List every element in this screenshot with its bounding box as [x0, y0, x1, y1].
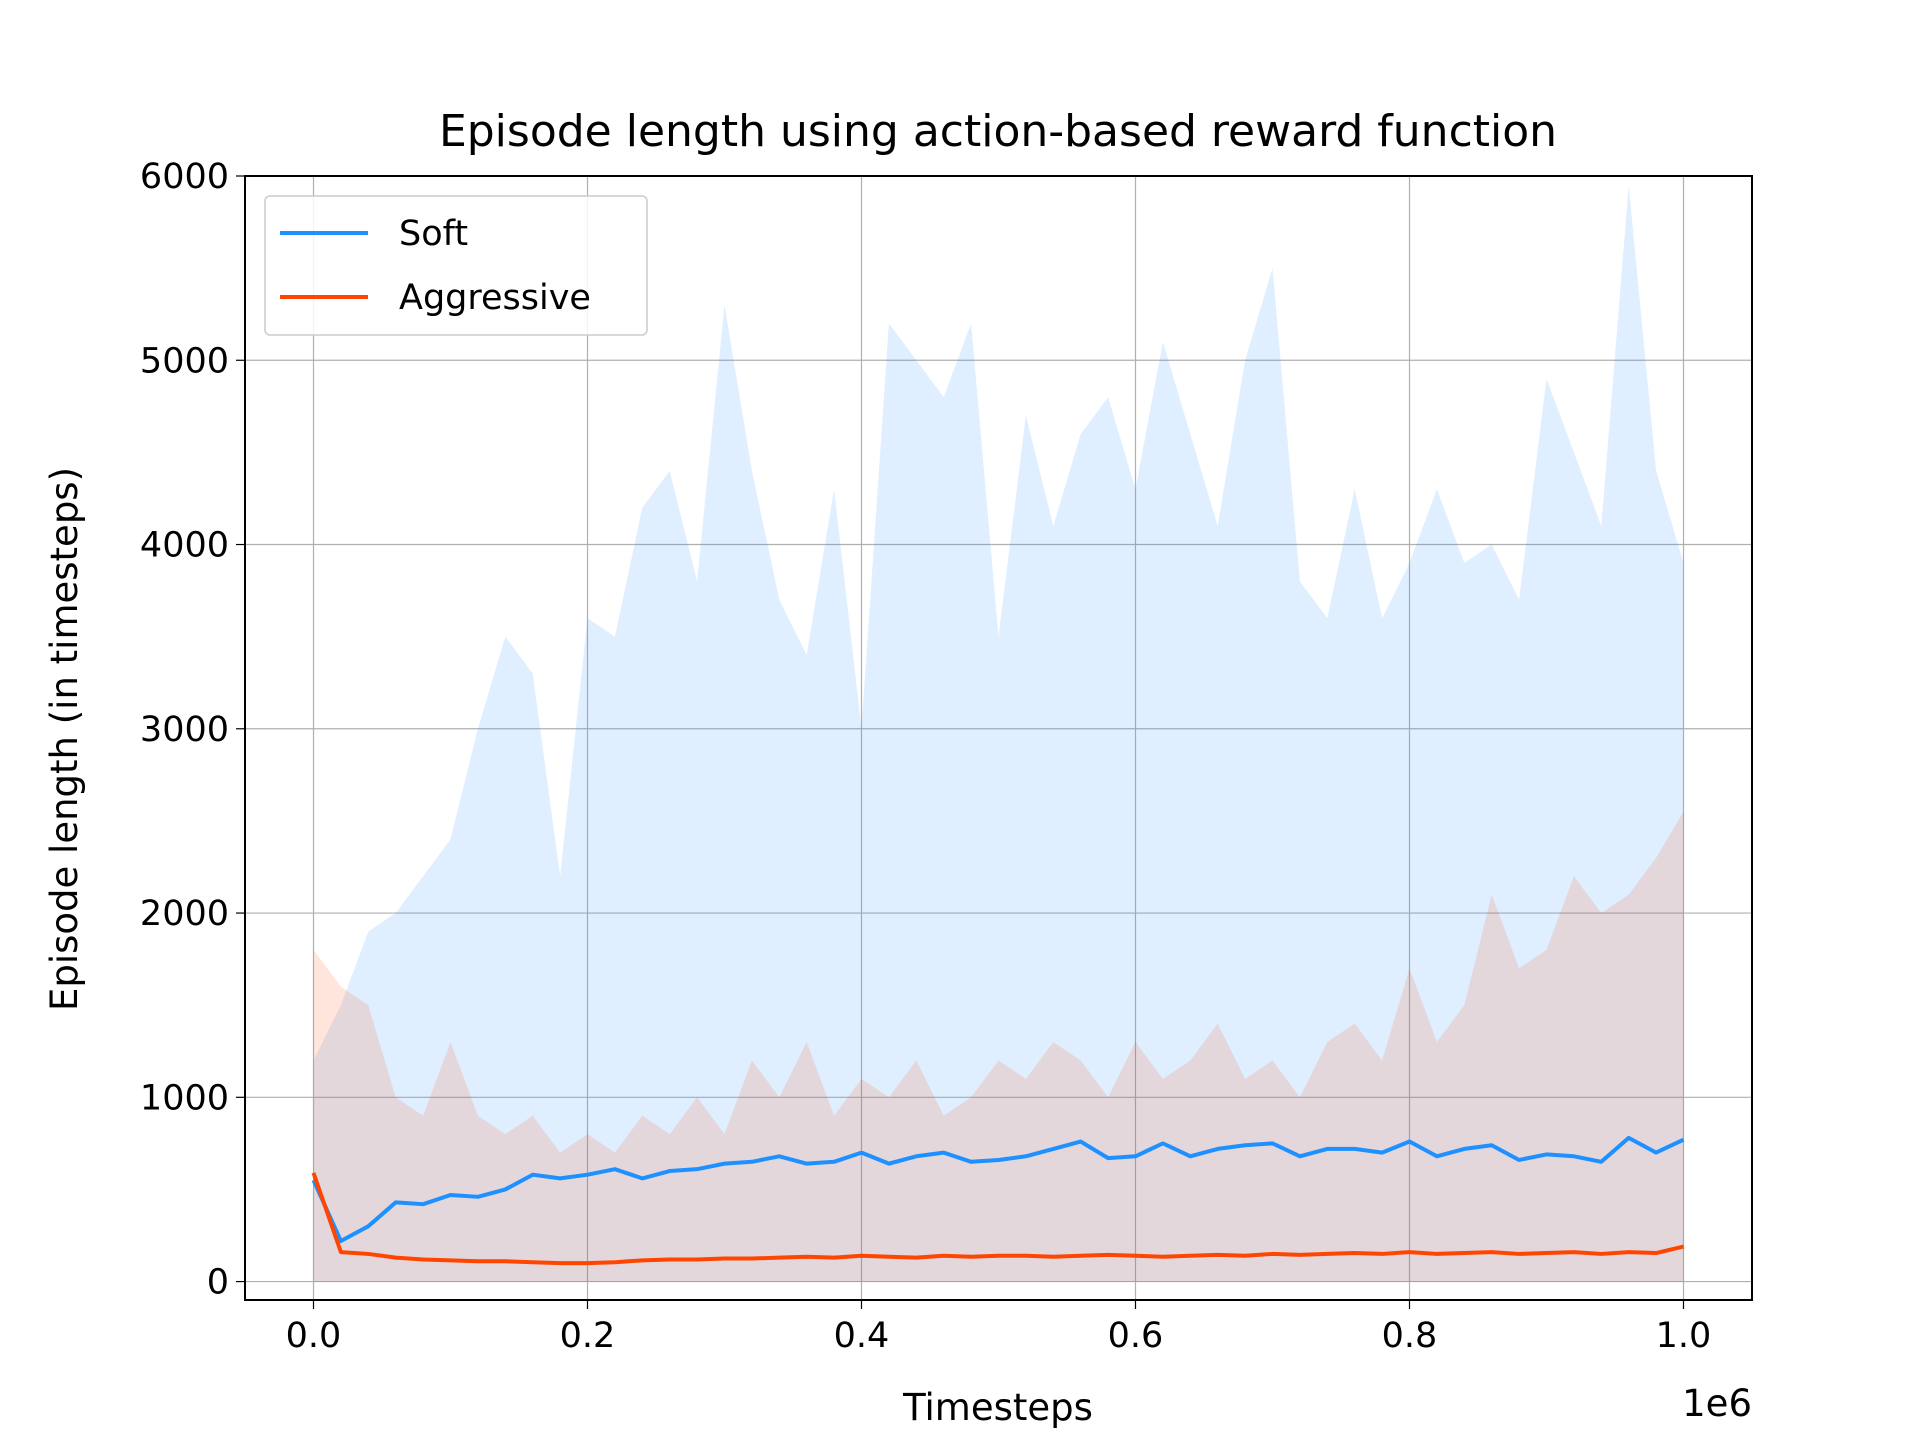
series-line: [311, 1135, 1685, 1244]
y-tick-label: 3000: [140, 710, 229, 750]
y-tick-label: 5000: [140, 341, 229, 381]
x-tick-label: 0.6: [1108, 1316, 1164, 1356]
y-axis-label: Episode length (in timesteps): [43, 467, 86, 1011]
y-tick-label: 6000: [140, 157, 229, 197]
x-tick-label: 1.0: [1656, 1316, 1712, 1356]
legend-label: Soft: [399, 214, 468, 254]
y-tick-label: 4000: [140, 526, 229, 566]
y-tick-label: 1000: [140, 1078, 229, 1118]
y-tick-label: 0: [207, 1263, 229, 1303]
x-tick-label: 0.2: [560, 1316, 616, 1356]
plot-frame: [244, 175, 1753, 1301]
x-tick-label: 0.0: [286, 1316, 342, 1356]
series-line: [311, 1172, 1684, 1266]
raw-band: [313, 185, 1684, 1282]
y-tick-label: 2000: [140, 894, 229, 934]
raw-band: [313, 811, 1684, 1282]
legend: Soft Aggressive: [264, 195, 648, 336]
x-tick-label: 0.4: [834, 1316, 890, 1356]
chart-title: Episode length using action-based reward…: [439, 106, 1557, 157]
x-tick-label: 0.8: [1382, 1316, 1438, 1356]
legend-box: [264, 195, 648, 336]
x-axis-label: Timesteps: [902, 1386, 1093, 1429]
x-offset-label: 1e6: [1682, 1382, 1752, 1425]
legend-label: Aggressive: [399, 278, 591, 318]
